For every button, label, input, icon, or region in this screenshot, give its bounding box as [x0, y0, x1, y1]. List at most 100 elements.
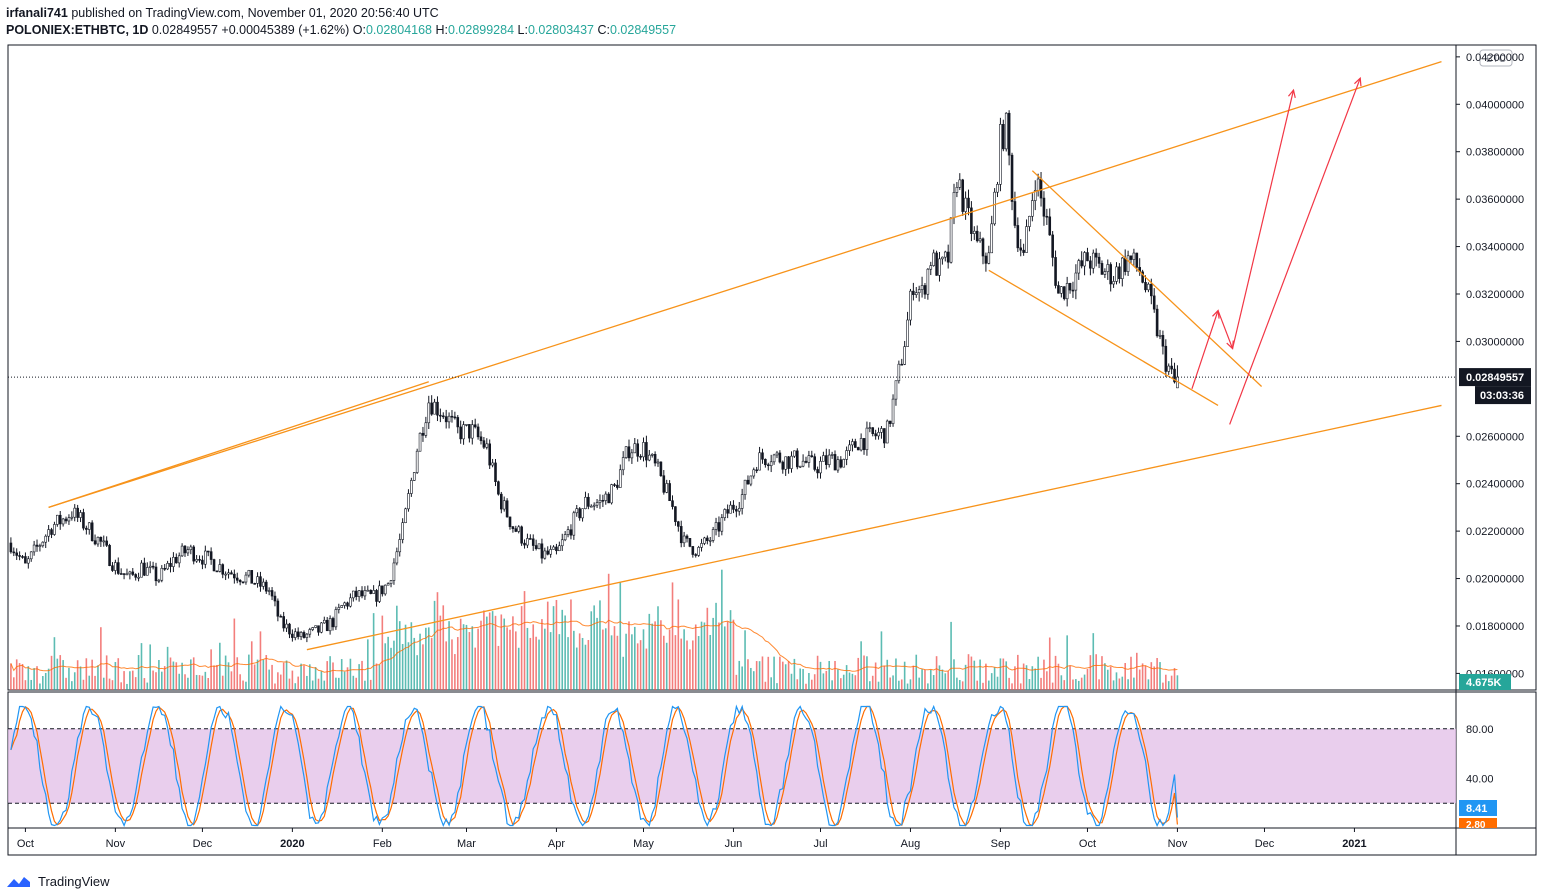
volume-bar [445, 641, 447, 690]
volume-bar [1075, 679, 1077, 690]
volume-bar [648, 613, 651, 690]
volume-bar [465, 624, 468, 690]
candle-body [569, 529, 573, 536]
candle-body [334, 609, 338, 628]
volume-bar [549, 632, 552, 690]
candle-body [592, 504, 596, 507]
volume-bar [674, 635, 677, 690]
volume-bar [692, 640, 694, 690]
candle-body [90, 522, 94, 542]
candle-body [47, 529, 50, 537]
candle-body [993, 191, 996, 225]
volume-bar [639, 640, 642, 690]
candle-body [610, 484, 613, 504]
stoch-d-line [10, 705, 1178, 827]
candle-body [1150, 283, 1153, 297]
candle-body [859, 438, 863, 451]
author-name[interactable]: irfanali741 [6, 6, 68, 20]
arrowhead [1287, 88, 1296, 98]
candle-body [473, 424, 477, 428]
volume-bar [1048, 637, 1051, 690]
tradingview-brand[interactable]: TradingView [38, 874, 110, 889]
candle-body [410, 480, 413, 494]
candle-body [854, 441, 857, 448]
volume-bar [381, 615, 384, 690]
candle-body [946, 251, 950, 263]
volume-bar [935, 656, 938, 690]
volume-bar [1031, 666, 1034, 690]
candle-body [1013, 201, 1017, 226]
volume-bar [18, 663, 21, 690]
candle-body [1065, 283, 1069, 300]
volume-bar [184, 674, 186, 690]
candle-body [732, 504, 735, 510]
candle-body [897, 363, 901, 382]
time-tick-label: Oct [17, 838, 34, 850]
candle-body [143, 562, 146, 576]
volume-bar [190, 659, 192, 690]
candle-body [267, 590, 271, 592]
candle-body [320, 622, 323, 633]
candle-body [407, 493, 410, 510]
candle-body [497, 481, 500, 495]
candle-body [671, 500, 674, 507]
volume-bar [1025, 665, 1028, 690]
oscillator-tick-label: 80.00 [1466, 724, 1494, 736]
candle-body [1071, 289, 1075, 292]
candle-body [996, 184, 999, 193]
volume-bar [480, 620, 482, 690]
volume-bar [175, 662, 178, 690]
volume-bar [1095, 654, 1097, 690]
volume-bar [950, 621, 952, 690]
volume-bar [552, 606, 555, 690]
time-tick-label: Nov [106, 838, 126, 850]
volume-bar [1121, 676, 1124, 690]
candle-body [79, 512, 82, 518]
stoch-d-badge-text: 2.80 [1466, 820, 1486, 831]
volume-bar [799, 668, 801, 690]
price-tick-label: 0.03600000 [1466, 194, 1524, 206]
candle-body [291, 633, 294, 638]
volume-bar [709, 634, 712, 690]
volume-bar [1144, 665, 1147, 690]
volume-bar [819, 661, 822, 690]
volume-bar [654, 621, 656, 690]
price-tick-label: 0.03400000 [1466, 242, 1524, 254]
volume-bar [636, 643, 639, 690]
candle-body [58, 514, 62, 525]
volume-bar [1008, 677, 1010, 690]
candle-body [523, 542, 526, 546]
volume-bar [105, 655, 108, 690]
volume-bar [877, 681, 880, 690]
volume-bar [335, 677, 337, 690]
volume-bar [146, 682, 149, 690]
candle-body [761, 452, 764, 460]
volume-bar [903, 661, 906, 690]
candle-body [241, 581, 245, 584]
candle-body [305, 633, 309, 638]
candle-body [99, 536, 103, 542]
volume-bar [262, 659, 265, 690]
volume-bar [703, 622, 706, 690]
volume-bar [33, 668, 35, 690]
volume-bar [279, 674, 282, 690]
volume-bar [195, 674, 198, 690]
time-tick-label: Sep [991, 838, 1011, 850]
volume-bar [454, 654, 456, 690]
volume-bar [564, 615, 566, 690]
volume-bar [633, 626, 636, 690]
volume-bar [94, 675, 96, 690]
volume-bar [425, 627, 427, 690]
volume-bar [1080, 677, 1083, 690]
volume-bar [71, 681, 73, 690]
candle-body [764, 458, 767, 466]
candle-body [56, 514, 59, 525]
volume-bar [311, 680, 314, 690]
candle-body [531, 538, 535, 546]
volume-bar [845, 665, 848, 690]
symbol-label[interactable]: POLONIEX:ETHBTC, 1D [6, 23, 149, 37]
volume-bar [802, 669, 804, 690]
candle-body [128, 571, 132, 575]
publish-line: irfanali741 published on TradingView.com… [6, 5, 676, 22]
